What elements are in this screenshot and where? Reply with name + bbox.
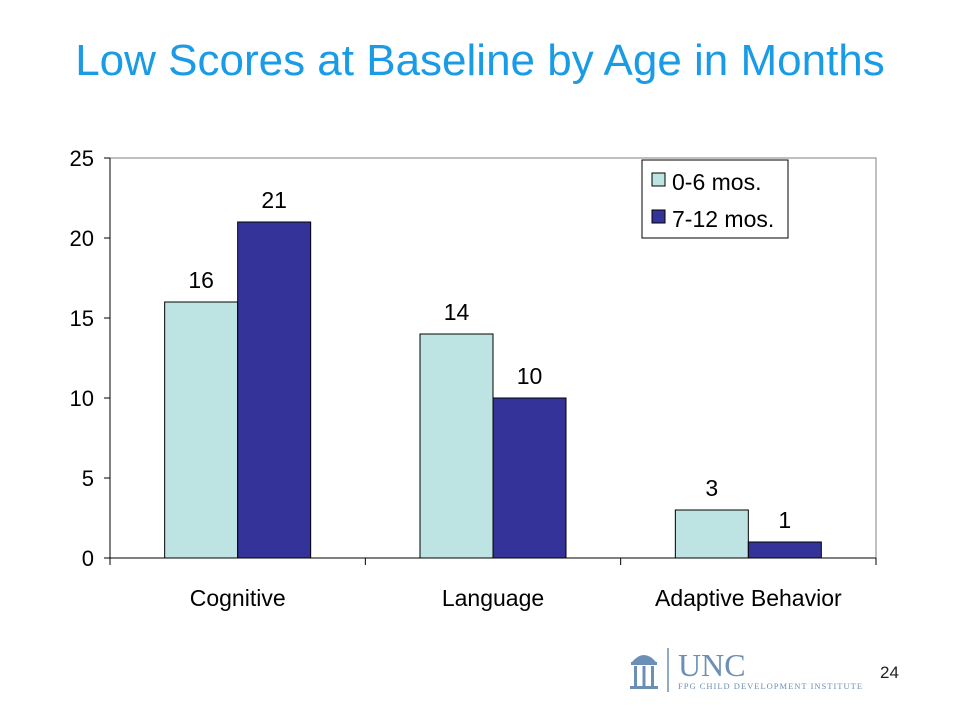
x-category-label: Adaptive Behavior [655, 585, 842, 611]
bar [164, 301, 239, 559]
y-tick-label: 15 [70, 306, 94, 331]
bar [419, 333, 494, 559]
data-label: 10 [517, 363, 543, 389]
legend-box [641, 159, 789, 239]
logo-subtitle: FPG CHILD DEVELOPMENT INSTITUTE [678, 681, 863, 691]
logo-name: UNC [678, 647, 746, 683]
y-tick-label: 10 [70, 386, 94, 411]
bar [747, 541, 822, 559]
bars [164, 221, 822, 559]
bar [237, 221, 312, 559]
page-number: 24 [880, 663, 899, 682]
x-category-label: Language [442, 585, 544, 611]
y-tick-label: 20 [70, 226, 94, 251]
old-well-icon [630, 655, 658, 689]
legend-label: 7-12 mos. [672, 206, 774, 232]
legend-label: 0-6 mos. [672, 169, 761, 195]
y-tick-label: 25 [70, 146, 94, 171]
data-label: 21 [261, 187, 287, 213]
data-label: 14 [444, 299, 470, 325]
y-tick-label: 5 [82, 466, 94, 491]
x-axis: Cognitive Language Adaptive Behavior [109, 557, 877, 611]
x-category-label: Cognitive [190, 585, 286, 611]
data-label: 3 [705, 475, 718, 501]
legend-swatch [651, 172, 666, 187]
bar [674, 509, 749, 559]
data-label: 1 [778, 507, 791, 533]
data-labels: 16 14 3 21 10 1 [188, 187, 791, 533]
bar [492, 397, 567, 559]
legend-swatch [651, 209, 666, 224]
unc-fpg-logo: UNC FPG CHILD DEVELOPMENT INSTITUTE [630, 647, 863, 692]
legend: 0-6 mos. 7-12 mos. [641, 159, 789, 239]
y-tick-label: 0 [82, 546, 94, 571]
page-title: Low Scores at Baseline by Age in Months [75, 36, 885, 85]
y-axis: 0 5 10 15 20 25 [70, 146, 111, 571]
data-label: 16 [188, 267, 214, 293]
